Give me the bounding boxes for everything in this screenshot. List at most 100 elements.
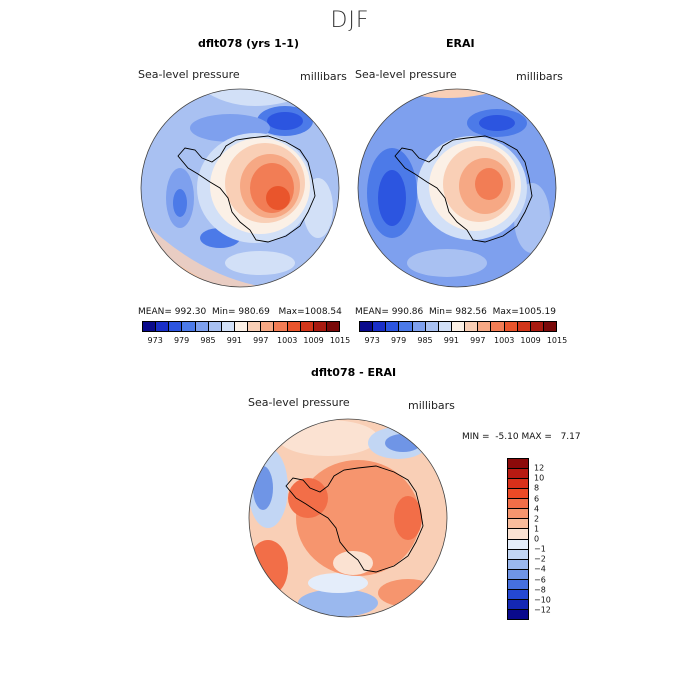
panel2-stats: MEAN= 990.86 Min= 982.56 Max=1005.19: [355, 307, 556, 317]
colorbar-swatch: [517, 322, 531, 331]
panel3-title: dflt078 - ERAI: [311, 366, 397, 379]
colorbar-tick-label: −6: [534, 575, 546, 584]
colorbar-tick-label: 1009: [520, 336, 541, 345]
panel1-stats: MEAN= 992.30 Min= 980.69 Max=1008.54: [138, 307, 342, 317]
colorbar-swatch: [156, 322, 170, 331]
colorbar-swatch: [478, 322, 492, 331]
panel2-colorbar: [359, 321, 557, 332]
colorbar-swatch: [143, 322, 157, 331]
panel3-field-label: Sea-level pressure: [248, 396, 350, 409]
panel2-colorbar-ticks: 973 979 985 991 997 1003 1009 1015: [359, 336, 568, 346]
colorbar-swatch: [508, 589, 528, 600]
colorbar-tick-label: 985: [200, 336, 216, 345]
colorbar-tick-label: 0: [534, 534, 540, 544]
colorbar-tick-label: −10: [534, 595, 551, 605]
colorbar-tick-label: 2: [534, 514, 540, 524]
colorbar-swatch: [508, 499, 528, 510]
colorbar-swatch: [195, 322, 209, 331]
colorbar-tick-label: 973: [147, 336, 163, 345]
colorbar-swatch: [508, 549, 528, 560]
colorbar-swatch: [261, 322, 275, 331]
panel3-max-value: 7.17: [560, 432, 581, 442]
figure-title: DJF: [330, 8, 370, 33]
colorbar-swatch: [182, 322, 196, 331]
panel2-min-value: 982.56: [455, 307, 487, 317]
panel3-max-label: MAX =: [521, 432, 552, 442]
panel1-max-label: Max=: [278, 307, 305, 317]
colorbar-swatch: [326, 322, 340, 331]
panel2-units: millibars: [516, 70, 563, 83]
colorbar-tick-label: 991: [226, 336, 243, 345]
panel1-polar-map: [140, 88, 340, 288]
panel1-colorbar-ticks: 973 979 985 991 997 1003 1009 1015: [142, 336, 351, 346]
panel1-colorbar: [142, 321, 340, 332]
colorbar-swatch: [508, 479, 528, 490]
colorbar-swatch: [508, 579, 528, 590]
panel2-max-value: 1005.19: [518, 307, 556, 317]
colorbar-tick-label: 1: [534, 524, 540, 534]
colorbar-tick-label: 979: [390, 336, 407, 345]
colorbar-tick-label: 997: [253, 336, 269, 345]
panel3-polar-map: [248, 418, 448, 618]
panel2-min-label: Min=: [429, 307, 453, 317]
panel2-polar-map: [357, 88, 557, 288]
colorbar-tick-label: 973: [364, 336, 380, 345]
colorbar-swatch: [221, 322, 235, 331]
colorbar-swatch: [360, 322, 374, 331]
colorbar-swatch: [543, 322, 557, 331]
panel3-units: millibars: [408, 399, 455, 412]
panel2-title: ERAI: [446, 37, 475, 50]
colorbar-swatch: [169, 322, 183, 331]
colorbar-tick-label: 4: [534, 504, 540, 514]
panel1-field-label: Sea-level pressure: [138, 68, 240, 81]
colorbar-swatch: [386, 322, 400, 331]
colorbar-swatch: [248, 322, 262, 331]
colorbar-swatch: [425, 322, 439, 331]
colorbar-swatch: [373, 322, 387, 331]
panel2-mean-value: 990.86: [391, 307, 424, 317]
panel3-colorbar: [507, 458, 529, 620]
panel3-stats: MIN = -5.10 MAX = 7.17: [462, 432, 581, 442]
colorbar-swatch: [508, 539, 528, 550]
panel3-colorbar-ticks: 12 10 8 6 4 2 1 0 −1 −2 −4 −6 −8 −10 −12: [534, 458, 574, 620]
colorbar-tick-label: 1003: [277, 336, 298, 345]
colorbar-swatch: [508, 599, 528, 610]
colorbar-tick-label: 10: [534, 473, 545, 483]
colorbar-swatch: [530, 322, 544, 331]
colorbar-swatch: [438, 322, 452, 331]
colorbar-tick-label: 6: [534, 494, 540, 503]
colorbar-swatch: [508, 609, 528, 619]
colorbar-swatch: [508, 459, 528, 470]
colorbar-swatch: [508, 559, 528, 570]
colorbar-swatch: [508, 519, 528, 530]
colorbar-swatch: [300, 322, 314, 331]
colorbar-tick-label: 1009: [303, 336, 324, 345]
colorbar-swatch: [313, 322, 327, 331]
colorbar-tick-label: −4: [534, 564, 546, 574]
colorbar-swatch: [399, 322, 413, 331]
colorbar-swatch: [208, 322, 222, 331]
colorbar-tick-label: 12: [534, 463, 545, 473]
colorbar-swatch: [508, 509, 528, 520]
colorbar-tick-label: 997: [470, 336, 486, 345]
panel1-mean-value: 992.30: [174, 307, 207, 317]
colorbar-tick-label: 991: [443, 336, 460, 345]
panel1-max-value: 1008.54: [304, 307, 342, 317]
colorbar-swatch: [412, 322, 426, 331]
colorbar-swatch: [451, 322, 466, 331]
colorbar-tick-label: 1003: [494, 336, 515, 345]
panel3-min-value: -5.10: [495, 432, 519, 442]
colorbar-swatch: [274, 322, 288, 331]
colorbar-swatch: [508, 469, 528, 480]
colorbar-tick-label: −8: [534, 585, 546, 595]
colorbar-swatch: [508, 529, 528, 540]
colorbar-tick-label: −1: [534, 544, 546, 554]
colorbar-swatch: [234, 322, 249, 331]
panel1-mean-label: MEAN=: [138, 307, 172, 317]
colorbar-tick-label: −2: [534, 554, 546, 564]
colorbar-tick-label: 979: [173, 336, 190, 345]
colorbar-swatch: [504, 322, 518, 331]
panel1-title: dflt078 (yrs 1-1): [198, 37, 299, 50]
colorbar-swatch: [465, 322, 479, 331]
panel2-mean-label: MEAN=: [355, 307, 389, 317]
